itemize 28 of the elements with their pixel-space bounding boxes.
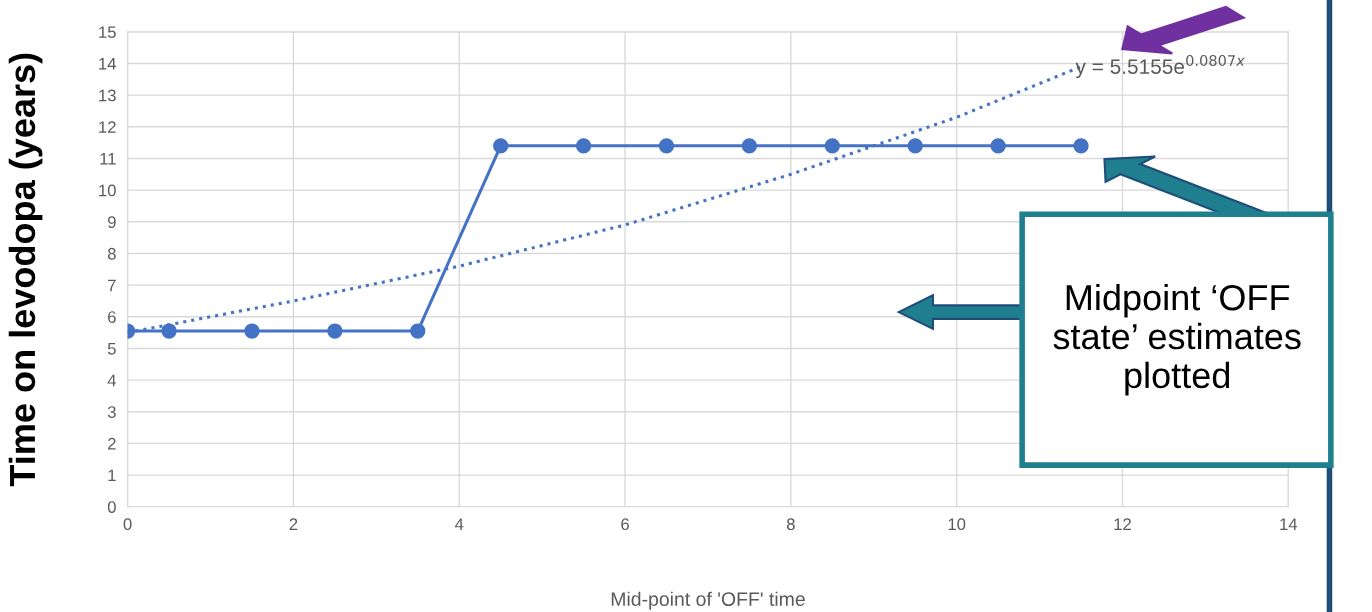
y-tick-label: 3 <box>107 406 116 418</box>
x-tick-label: 4 <box>454 518 464 530</box>
y-tick-label: 15 <box>99 26 116 39</box>
x-tick-label: 6 <box>621 518 629 531</box>
y-tick-label: 0 <box>107 501 116 513</box>
y-tick-label: 13 <box>99 89 116 102</box>
x-tick-label: 12 <box>1114 518 1131 530</box>
x-tick-label: 2 <box>289 518 298 530</box>
y-tick-label: 12 <box>99 121 116 133</box>
x-tick-label: 0 <box>123 518 132 531</box>
annotation: y = 5.5155e$^{0.0807x}$ <box>1075 54 1245 79</box>
y-tick-label: 6 <box>108 311 116 323</box>
y-tick-label: 8 <box>107 247 116 260</box>
x-axis-title: Mid-point of 'OFF' time <box>611 591 805 610</box>
y-tick-label: 10 <box>99 184 116 197</box>
annotation: Midpoint ‘OFF state’ estimates plotted <box>1053 283 1301 396</box>
y-tick-label: 14 <box>99 58 116 70</box>
y-tick-label: 4 <box>107 374 116 387</box>
y-tick-label: 5 <box>107 343 116 355</box>
x-tick-label: 14 <box>1280 518 1298 530</box>
y-axis-title: Time on levodopa (years) <box>8 53 43 487</box>
x-tick-label: 8 <box>786 518 795 531</box>
y-tick-label: 11 <box>100 153 116 165</box>
y-tick-label: 7 <box>108 279 116 292</box>
y-tick-label: 2 <box>108 437 116 450</box>
y-tick-label: 1 <box>108 469 116 482</box>
y-tick-label: 9 <box>108 216 116 228</box>
x-tick-label: 10 <box>948 518 966 531</box>
